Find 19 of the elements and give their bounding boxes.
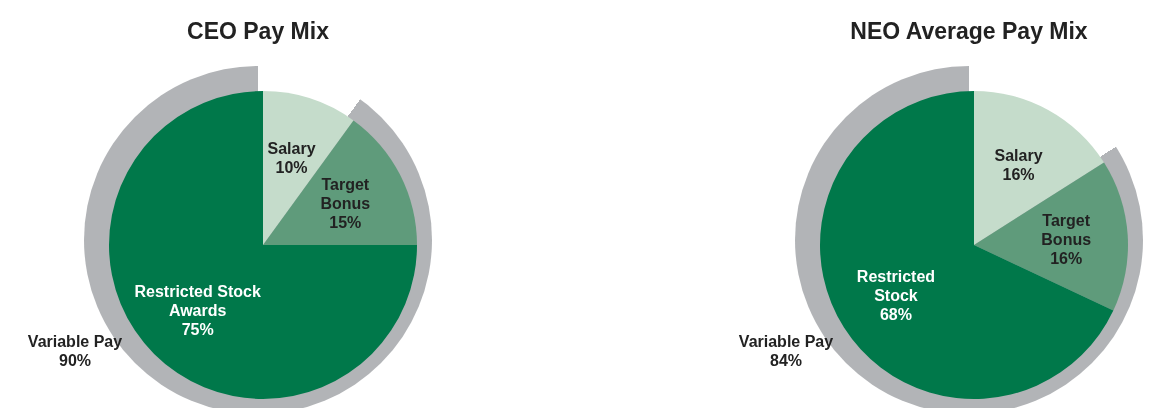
slice-label: Salary	[994, 146, 1043, 164]
text: Variable Pay 84%	[738, 332, 834, 368]
pie-slice	[263, 120, 417, 245]
pie-slice	[974, 162, 1128, 311]
chart-title: NEO Average Pay Mix	[849, 18, 1089, 45]
text: Variable Pay 90%	[27, 332, 123, 368]
data-label: 16%	[1050, 249, 1083, 267]
data-label: 15%	[329, 213, 362, 231]
slice-label: Target Bonus	[320, 175, 371, 212]
slice-label: Restricted Stock Awards	[134, 282, 261, 319]
data-label: 10%	[275, 158, 308, 176]
slice-label: Salary	[267, 139, 316, 157]
slice-label: Target Bonus	[1041, 211, 1092, 248]
data-label: 75%	[181, 320, 214, 338]
pie-slice	[974, 91, 1105, 245]
slice-label: Restricted Stock	[856, 267, 936, 304]
chart-title: CEO Pay Mix	[186, 18, 330, 45]
data-label: 16%	[1002, 165, 1035, 183]
data-label: 68%	[879, 305, 912, 323]
